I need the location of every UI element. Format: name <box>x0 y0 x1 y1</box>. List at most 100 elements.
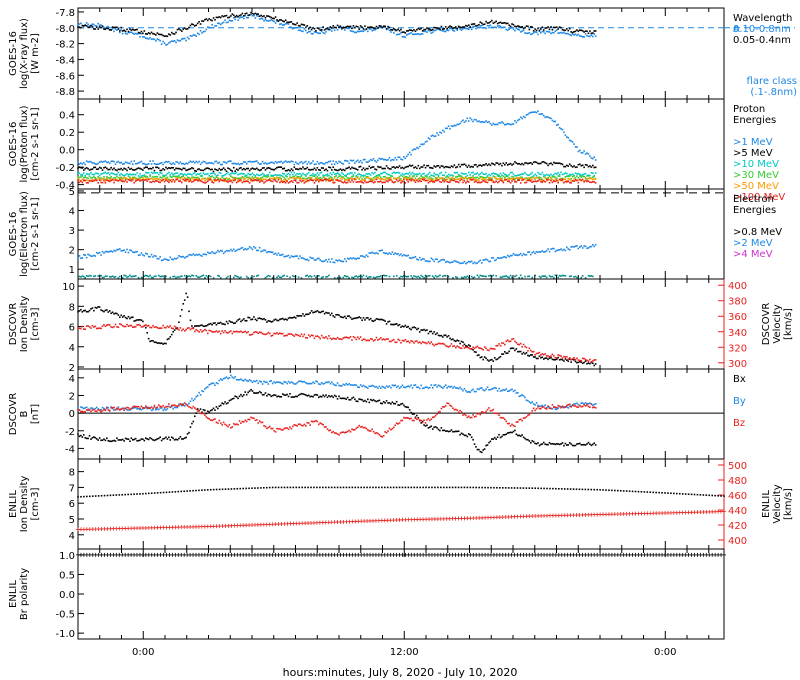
data-point <box>573 31 575 33</box>
data-point <box>134 173 137 176</box>
data-point <box>241 175 244 178</box>
data-point <box>501 177 503 180</box>
data-point <box>590 181 593 184</box>
data-point <box>186 327 189 330</box>
data-point <box>499 257 502 259</box>
data-point <box>231 172 234 174</box>
data-point <box>576 179 578 182</box>
data-point <box>433 26 435 29</box>
data-point <box>443 429 446 432</box>
data-point <box>248 160 251 163</box>
data-point <box>564 356 567 358</box>
data-point <box>339 26 342 28</box>
data-point <box>469 391 472 394</box>
data-point <box>418 331 421 333</box>
data-point <box>253 168 255 170</box>
data-point <box>587 177 590 180</box>
data-point <box>336 382 339 384</box>
data-point <box>367 316 369 319</box>
data-point <box>470 348 473 350</box>
data-point <box>511 338 513 341</box>
data-point <box>80 276 82 278</box>
data-point <box>107 25 110 28</box>
data-point <box>581 164 584 167</box>
data-point <box>227 178 229 181</box>
data-point <box>467 164 470 167</box>
data-point <box>231 179 234 181</box>
data-point <box>95 172 98 175</box>
data-point <box>567 29 570 32</box>
data-point <box>427 260 430 263</box>
data-point <box>392 171 395 174</box>
data-point <box>267 166 270 169</box>
data-point <box>482 23 484 26</box>
data-point <box>581 247 584 249</box>
data-point <box>591 244 594 246</box>
data-point <box>476 274 479 277</box>
data-point <box>475 351 477 353</box>
data-point <box>462 177 464 179</box>
data-point <box>519 182 522 184</box>
data-point <box>413 342 415 344</box>
data-point <box>211 175 213 177</box>
data-point <box>286 275 288 278</box>
data-point <box>346 315 349 318</box>
data-point <box>354 383 356 386</box>
data-point <box>394 172 397 174</box>
data-point <box>326 396 329 399</box>
data-point <box>424 425 427 427</box>
data-point <box>194 176 196 179</box>
data-point <box>294 161 297 163</box>
data-point <box>300 392 303 395</box>
data-point <box>212 26 215 29</box>
data-point <box>501 178 503 181</box>
data-point <box>131 173 134 176</box>
data-point <box>182 175 185 178</box>
data-point <box>517 25 519 27</box>
data-point <box>140 252 143 254</box>
data-point <box>583 357 585 360</box>
data-point <box>329 26 332 28</box>
data-point <box>563 274 565 277</box>
data-point <box>264 18 267 21</box>
data-point <box>550 356 552 359</box>
data-point <box>551 181 554 184</box>
data-point <box>175 406 177 409</box>
data-point <box>98 174 101 177</box>
data-point <box>319 162 322 164</box>
data-point <box>525 162 528 164</box>
data-point <box>537 162 539 165</box>
data-point <box>534 252 536 255</box>
data-point <box>152 256 154 258</box>
data-point <box>217 178 219 181</box>
data-point <box>127 251 130 254</box>
data-point <box>165 342 167 345</box>
data-point <box>218 275 221 277</box>
data-point <box>505 123 508 126</box>
data-point <box>356 336 359 339</box>
data-point <box>320 161 323 164</box>
data-point <box>231 19 234 22</box>
data-point <box>188 178 190 181</box>
data-point <box>403 178 405 181</box>
data-point <box>217 162 219 164</box>
data-point <box>358 180 360 183</box>
data-point <box>108 275 111 278</box>
data-point <box>133 173 136 176</box>
data-point <box>146 275 149 277</box>
data-point <box>531 178 534 181</box>
data-point <box>250 276 252 279</box>
data-point <box>566 181 568 183</box>
data-point <box>199 408 202 410</box>
data-point <box>205 386 208 389</box>
data-point <box>273 381 275 383</box>
data-point <box>153 169 156 172</box>
data-point <box>221 15 223 17</box>
data-point <box>369 252 372 254</box>
data-point <box>284 334 287 337</box>
data-point <box>447 385 450 388</box>
data-point <box>571 31 574 34</box>
data-point <box>342 260 345 263</box>
data-point <box>247 180 249 183</box>
data-point <box>183 405 186 407</box>
